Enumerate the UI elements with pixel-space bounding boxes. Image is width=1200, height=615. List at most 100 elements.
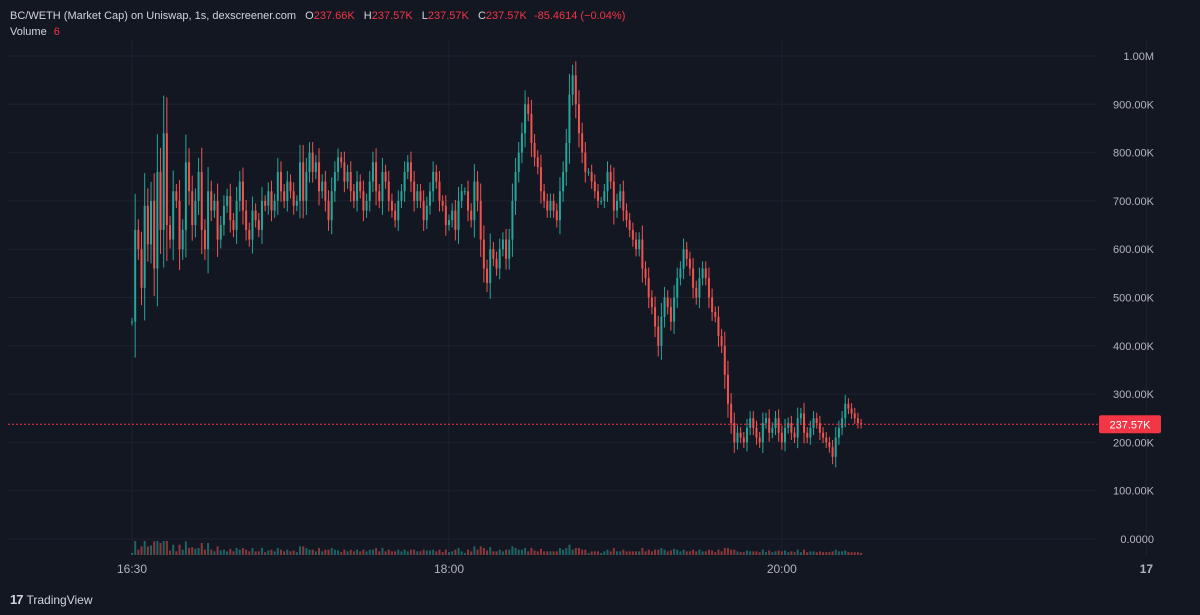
candle-body [647,278,650,298]
close-value: 237.57K [485,10,527,22]
candle-body [451,210,454,221]
volume-bar [755,551,758,555]
candle-body [673,297,676,322]
candle-body [308,152,311,172]
candle-body [533,142,536,158]
candle-body [552,200,555,211]
candle-body [688,258,691,269]
volume-bar [432,549,435,555]
volume-bar [156,541,159,555]
volume-bar [219,550,222,555]
candle-body [692,268,695,288]
volume-bar [562,549,565,555]
volume-bar [825,552,828,555]
candle-body [711,297,714,312]
candle-body [768,418,771,433]
volume-bar [318,548,321,555]
candle-body [188,162,191,192]
volume-bar [581,549,584,555]
candle-body [178,200,181,250]
volume-bar [828,552,831,555]
volume-bar [498,549,501,555]
volume-bar [238,549,241,555]
volume-bar [641,548,644,555]
volume-bar [457,548,460,555]
volume-bar [736,551,739,555]
candle-body [549,200,552,211]
candle-body [330,191,333,221]
volume-bar [780,551,783,555]
volume-bar [558,548,561,555]
candle-body [780,432,783,443]
volume-bar [425,550,428,555]
candle-body [235,200,238,230]
volume-bar [844,550,847,555]
candle-body [241,181,244,211]
volume-bar [486,550,489,555]
candle-body [276,171,279,201]
candles [131,61,863,468]
volume-bar [203,549,206,555]
candle-body [200,171,203,230]
volume-bar [853,552,856,555]
volume-bar [555,551,558,555]
y-tick-label: 100.00K [1113,486,1155,498]
legend-ohlc-row: BC/WETH (Market Cap) on Uniswap, 1s, dex… [10,8,625,24]
candle-body [860,423,863,425]
candle-body [441,200,444,206]
volume-bar [451,551,454,555]
candle-body [717,316,720,337]
volume-bar [321,551,324,555]
candle-body [463,191,466,193]
volume-bar [413,549,416,555]
candle-body [730,403,733,424]
candle-body [501,239,504,250]
tradingview-brand[interactable]: 17 TradingView [10,592,93,607]
candle-body [153,200,156,269]
volume-bar [784,550,787,555]
candle-body [562,171,565,192]
volume-bar [387,549,390,555]
volume-bar [222,549,225,555]
candle-body [432,171,435,192]
candle-body [340,157,343,163]
volume-bar [546,551,549,555]
volume-bar [368,549,371,555]
volume-bar [352,551,355,555]
volume-bar [273,551,276,555]
volume-bar [289,551,292,555]
volume-bar [717,549,720,555]
candle-body [517,152,520,172]
volume-bar [381,548,384,555]
volume-bar [397,549,400,555]
candle-body [815,418,818,424]
candle-body [733,423,736,443]
candle-body [698,278,701,298]
candle-body [628,220,631,230]
y-tick-label: 0.0000 [1120,534,1154,546]
volume-bar [150,545,153,555]
volume-bar [444,549,447,555]
volume-bar [574,548,577,555]
candle-body [511,200,514,240]
candle-body [375,162,378,192]
candle-body [587,171,590,173]
candle-body [390,200,393,211]
candle-body [137,229,140,250]
volume-bar [787,552,790,555]
volume-bar [207,543,210,555]
candle-body [194,200,197,226]
candle-body [739,432,742,438]
chart-legend: BC/WETH (Market Cap) on Uniswap, 1s, dex… [10,8,625,40]
volume-bar [587,553,590,555]
candle-body [387,181,390,201]
volume-bar [159,543,162,555]
volume-bar [327,549,330,555]
volume-bar [359,551,362,555]
candle-body [818,423,821,433]
candle-body [654,307,657,327]
volume-bar [279,549,282,555]
candle-body [197,171,200,201]
candle-body [530,113,533,143]
